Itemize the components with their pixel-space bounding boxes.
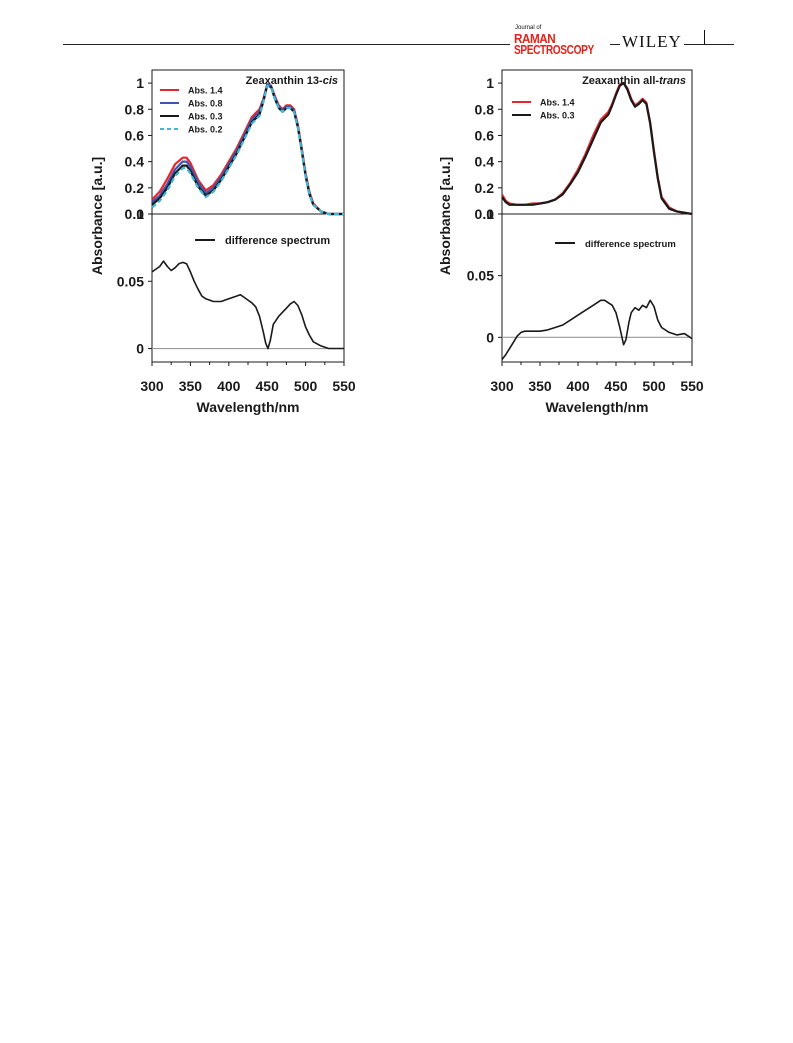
lower-plot-frame: [501, 213, 693, 363]
page-marker: [704, 30, 705, 45]
legend-label: difference spectrum: [585, 239, 676, 250]
legend-label: Abs. 0.3: [188, 112, 223, 122]
spectrum-line: [151, 83, 344, 216]
x-tick-label: 450: [256, 378, 280, 394]
x-tick-label: 450: [604, 378, 628, 394]
legend-label: Abs. 1.4: [540, 98, 575, 108]
y-tick-label: 1: [486, 75, 494, 91]
difference-line: [501, 299, 693, 360]
panel-title: Zeaxanthin 13-cis: [246, 75, 338, 87]
y-axis-label: Absorbance [a.u.]: [437, 157, 453, 275]
journal-logo: Journal of RAMAN SPECTROSCOPY: [510, 25, 610, 59]
y-tick-label: 0.4: [125, 154, 145, 170]
journal-name-line1: RAMAN: [514, 31, 556, 46]
x-tick-label: 500: [294, 378, 318, 394]
y-tick-label: 0.8: [475, 101, 495, 117]
x-tick-label: 300: [490, 378, 514, 394]
legend-label: Abs. 1.4: [188, 86, 223, 96]
legend-label: difference spectrum: [225, 235, 330, 247]
y-tick-label: 0.6: [475, 127, 495, 143]
y-tick-label: 0.2: [475, 180, 495, 196]
legend-label: Abs. 0.8: [188, 99, 223, 109]
y-tick-label: 0.2: [125, 180, 145, 196]
figure: 0 0.2 0.4 0.6 0.8 1 0 0.05 0.1 300 350 400 450 500 550…: [89, 69, 704, 415]
panel-title-italic: cis: [323, 75, 338, 87]
spectrum-line: [151, 83, 344, 216]
y-tick-label: 0.05: [117, 273, 144, 289]
x-tick-label: 500: [642, 378, 666, 394]
panel-title-prefix: Zeaxanthin 13-: [246, 75, 323, 87]
x-axis-label: Wavelength/nm: [546, 399, 649, 415]
y-tick-label: 0.1: [125, 206, 145, 222]
x-tick-label: 550: [680, 378, 704, 394]
y-axis-label: Absorbance [a.u.]: [89, 157, 105, 275]
panel-title: Zeaxanthin all-trans: [582, 75, 686, 87]
y-tick-label: 0.6: [125, 127, 145, 143]
x-tick-label: 350: [179, 378, 203, 394]
panel-title-prefix: Zeaxanthin all-: [582, 75, 659, 87]
y-tick-label: 0: [486, 329, 494, 345]
panel-title-italic: trans: [659, 75, 686, 87]
x-axis-label: Wavelength/nm: [197, 399, 300, 415]
spectrum-line: [151, 84, 344, 216]
y-tick-label: 0.05: [467, 268, 494, 284]
header-rule: [63, 44, 734, 45]
y-tick-label: 0.4: [475, 154, 495, 170]
x-tick-label: 400: [217, 378, 241, 394]
y-tick-label: 0.1: [475, 206, 495, 222]
x-tick-label: 400: [566, 378, 590, 394]
legend-label: Abs. 0.3: [540, 111, 575, 121]
x-tick-label: 550: [332, 378, 356, 394]
journal-prefix: Journal of: [515, 25, 542, 31]
y-tick-label: 0: [136, 206, 144, 222]
spectrum-line: [151, 84, 344, 216]
difference-line: [151, 260, 344, 350]
y-tick-label: 0: [136, 341, 144, 357]
x-tick-label: 350: [528, 378, 552, 394]
upper-plot-frame: [151, 69, 345, 215]
spectrum-line: [501, 82, 693, 216]
upper-plot-frame: [501, 69, 693, 215]
y-tick-label: 0: [486, 206, 494, 222]
legend-label: Abs. 0.2: [188, 125, 223, 135]
publisher-wordmark: WILEY: [620, 32, 684, 52]
x-tick-label: 300: [140, 378, 164, 394]
y-tick-label: 0.8: [125, 101, 145, 117]
journal-name-line2: SPECTROSCOPY: [514, 42, 594, 57]
y-tick-label: 1: [136, 75, 144, 91]
